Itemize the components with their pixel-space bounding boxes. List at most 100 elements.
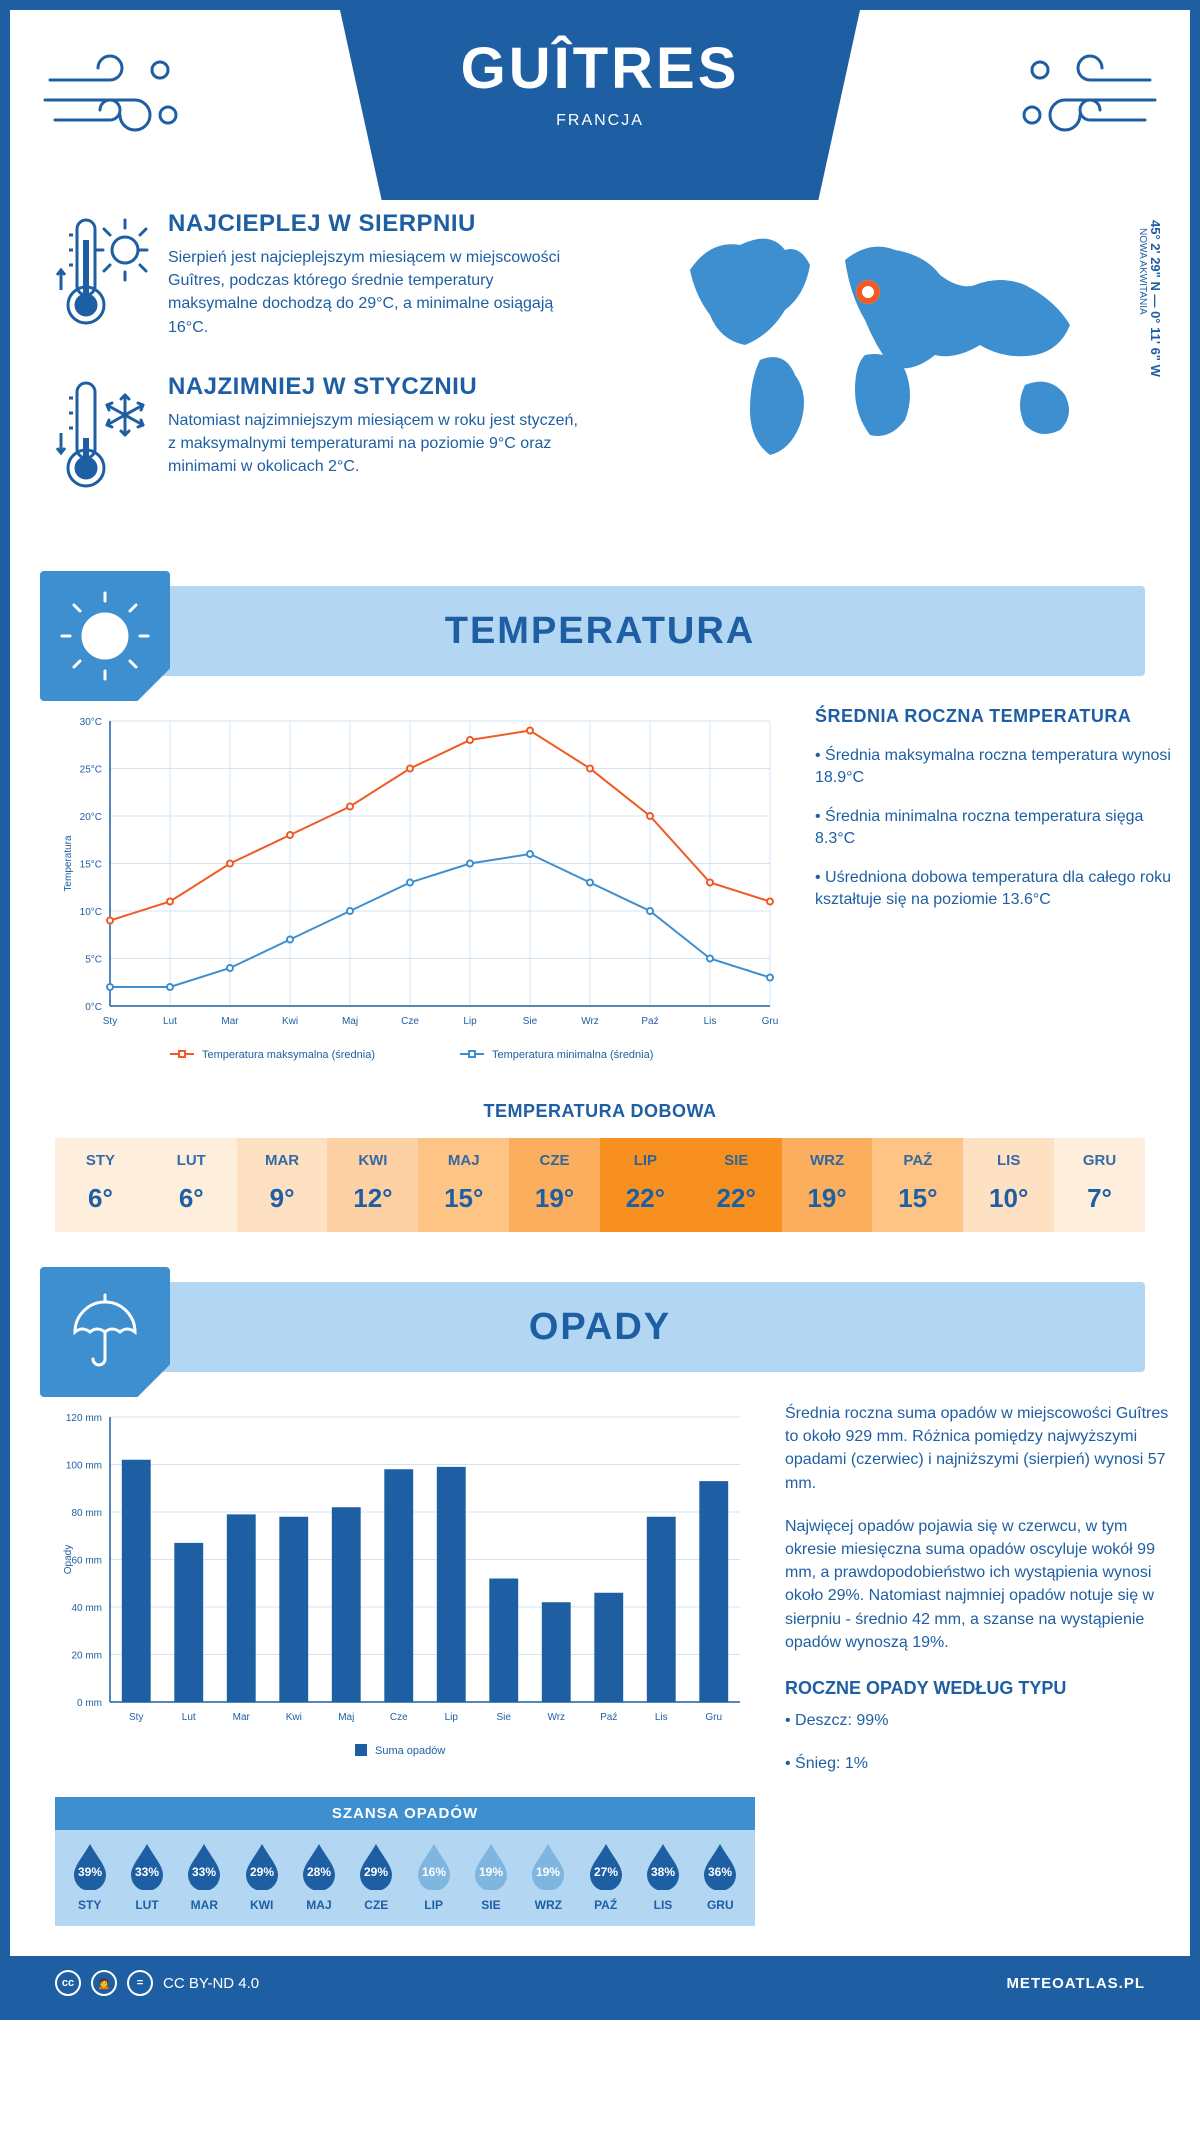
coordinates: 45° 2' 29" N — 0° 11' 6" W NOWA AKWITANI… [1137,220,1163,377]
umbrella-icon [40,1267,170,1397]
svg-text:Cze: Cze [390,1712,408,1723]
svg-text:33%: 33% [135,1865,159,1879]
chance-cell: 19%SIE [462,1842,519,1912]
header: GUÎTRES FRANCJA [10,10,1190,200]
chance-cell: 16%LIP [405,1842,462,1912]
chance-cell: 39%STY [61,1842,118,1912]
sun-icon [40,571,170,701]
svg-text:Sie: Sie [497,1712,512,1723]
svg-text:Sty: Sty [103,1016,117,1027]
svg-text:Maj: Maj [338,1712,354,1723]
chance-cell: 28%MAJ [290,1842,347,1912]
temperature-chart: 0°C5°C10°C15°C20°C25°C30°CStyLutMarKwiMa… [55,706,785,1081]
daily-cell: STY6° [55,1138,146,1232]
svg-text:Opady: Opady [63,1545,74,1574]
chance-cell: 29%CZE [348,1842,405,1912]
daily-cell: SIE22° [691,1138,782,1232]
svg-text:Lut: Lut [182,1712,196,1723]
thermometer-snow-icon [55,373,150,508]
precipitation-chart: 0 mm20 mm40 mm60 mm80 mm100 mm120 mmStyL… [55,1402,755,1777]
wind-icon [1010,40,1160,155]
footer: cc 🙍 = CC BY-ND 4.0 METEOATLAS.PL [10,1956,1190,2010]
coldest-fact: NAJZIMNIEJ W STYCZNIU Natomiast najzimni… [55,373,585,508]
svg-text:Sie: Sie [523,1016,538,1027]
svg-text:Temperatura maksymalna (średni: Temperatura maksymalna (średnia) [202,1049,375,1061]
svg-text:100 mm: 100 mm [66,1461,102,1472]
fact-body: Natomiast najzimniejszym miesiącem w rok… [168,409,585,479]
region-label: NOWA AKWITANIA [1137,228,1148,377]
daily-cell: CZE19° [509,1138,600,1232]
svg-text:33%: 33% [192,1865,216,1879]
title-banner: GUÎTRES FRANCJA [340,10,860,200]
svg-text:Sty: Sty [129,1712,143,1723]
svg-text:Lis: Lis [704,1016,717,1027]
daily-cell: KWI12° [327,1138,418,1232]
temperature-summary: ŚREDNIA ROCZNA TEMPERATURA • Średnia mak… [815,706,1175,1081]
svg-text:Lis: Lis [655,1712,668,1723]
daily-title: TEMPERATURA DOBOWA [55,1101,1145,1122]
svg-text:Mar: Mar [221,1016,239,1027]
daily-cell: LIS10° [963,1138,1054,1232]
svg-text:36%: 36% [708,1865,732,1879]
precipitation-summary: Średnia roczna suma opadów w miejscowośc… [785,1402,1180,1926]
svg-text:Wrz: Wrz [547,1712,565,1723]
daily-cell: WRZ19° [782,1138,873,1232]
chance-cell: 38%LIS [634,1842,691,1912]
svg-text:25°C: 25°C [80,765,102,776]
svg-text:Lip: Lip [463,1016,477,1027]
svg-text:80 mm: 80 mm [71,1508,102,1519]
svg-text:19%: 19% [536,1865,560,1879]
svg-text:Paź: Paź [600,1712,617,1723]
summary-paragraph: Najwięcej opadów pojawia się w czerwcu, … [785,1515,1180,1654]
svg-text:38%: 38% [651,1865,675,1879]
svg-text:Cze: Cze [401,1016,419,1027]
svg-text:Lut: Lut [163,1016,177,1027]
svg-text:15°C: 15°C [80,860,102,871]
chance-cell: 29%KWI [233,1842,290,1912]
chance-cell: 19%WRZ [520,1842,577,1912]
svg-text:16%: 16% [422,1865,446,1879]
precipitation-chance: SZANSA OPADÓW 39%STY33%LUT33%MAR29%KWI28… [55,1797,755,1926]
svg-text:Kwi: Kwi [286,1712,302,1723]
country-subtitle: FRANCJA [350,112,850,130]
world-map: 45° 2' 29" N — 0° 11' 6" W NOWA AKWITANI… [615,210,1145,536]
svg-text:Mar: Mar [233,1712,251,1723]
daily-cell: MAR9° [237,1138,328,1232]
daily-cell: PAŹ15° [872,1138,963,1232]
chance-cell: 33%LUT [118,1842,175,1912]
warmest-fact: NAJCIEPLEJ W SIERPNIU Sierpień jest najc… [55,210,585,345]
city-title: GUÎTRES [350,35,850,102]
summary-bullet: • Średnia maksymalna roczna temperatura … [815,745,1175,790]
svg-text:40 mm: 40 mm [71,1603,102,1614]
svg-text:Gru: Gru [762,1016,779,1027]
fact-title: NAJZIMNIEJ W STYCZNIU [168,373,585,401]
daily-cell: MAJ15° [418,1138,509,1232]
svg-text:30°C: 30°C [80,717,102,728]
svg-text:Paź: Paź [641,1016,658,1027]
intro-section: NAJCIEPLEJ W SIERPNIU Sierpień jest najc… [10,200,1190,566]
svg-text:Temperatura: Temperatura [63,835,74,892]
thermometer-sun-icon [55,210,150,345]
svg-text:0°C: 0°C [85,1002,102,1013]
daily-temperature: TEMPERATURA DOBOWA STY6°LUT6°MAR9°KWI12°… [10,1101,1190,1262]
svg-text:Gru: Gru [705,1712,722,1723]
svg-text:120 mm: 120 mm [66,1413,102,1424]
snow-pct: • Śnieg: 1% [785,1752,1180,1775]
chance-title: SZANSA OPADÓW [55,1797,755,1830]
chance-cell: 33%MAR [176,1842,233,1912]
summary-paragraph: Średnia roczna suma opadów w miejscowośc… [785,1402,1180,1495]
svg-text:27%: 27% [594,1865,618,1879]
svg-text:Suma opadów: Suma opadów [375,1745,445,1757]
summary-bullet: • Średnia minimalna roczna temperatura s… [815,806,1175,851]
svg-text:Maj: Maj [342,1016,358,1027]
summary-bullet: • Uśredniona dobowa temperatura dla całe… [815,867,1175,912]
daily-cell: LUT6° [146,1138,237,1232]
nd-icon: = [127,1970,153,1996]
svg-text:29%: 29% [250,1865,274,1879]
svg-text:60 mm: 60 mm [71,1556,102,1567]
site-name: METEOATLAS.PL [1006,1975,1145,1992]
svg-text:29%: 29% [364,1865,388,1879]
wind-icon [40,40,190,155]
summary-title: ŚREDNIA ROCZNA TEMPERATURA [815,706,1175,727]
chance-cell: 36%GRU [692,1842,749,1912]
